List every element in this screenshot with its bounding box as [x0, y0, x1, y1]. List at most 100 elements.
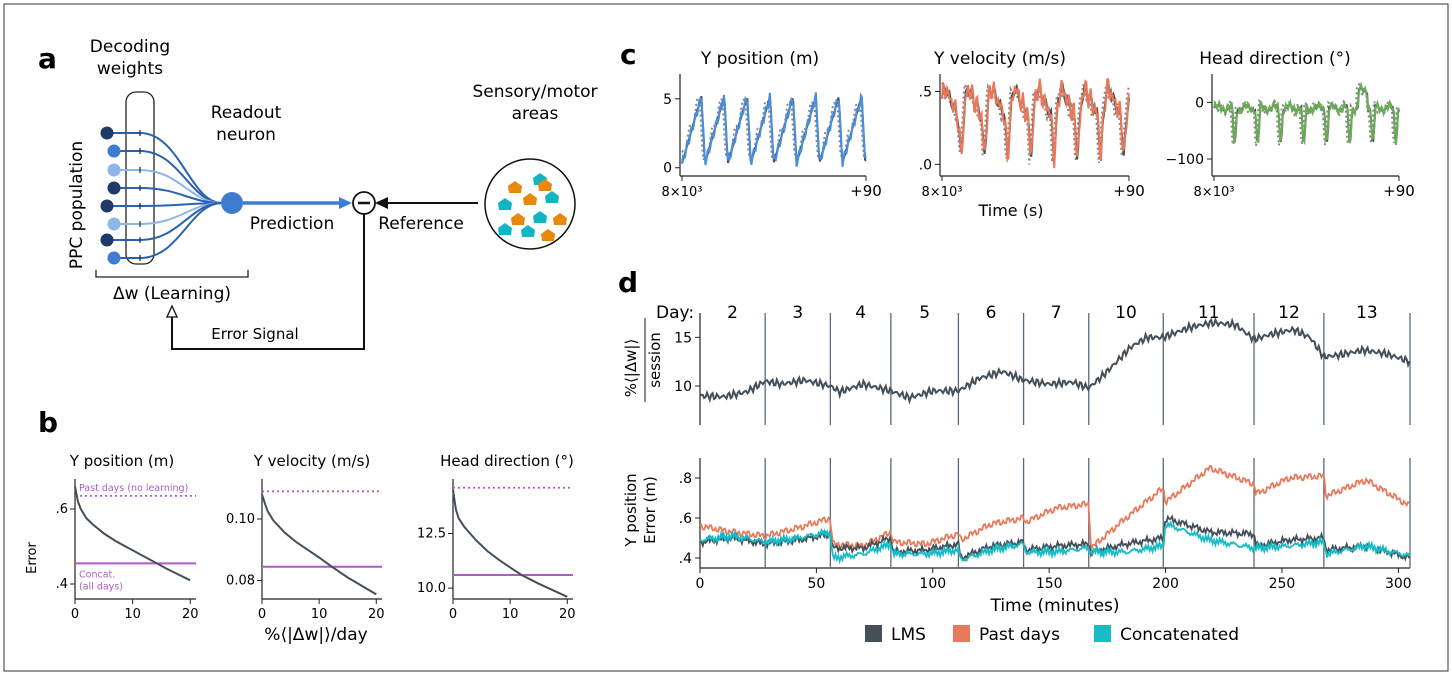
- c3-plot: 8×10³ +90 −100 0: [1166, 74, 1415, 200]
- series-past-days: [699, 465, 1410, 552]
- x-tick-label: 200: [1152, 576, 1179, 592]
- ppc-neuron: [107, 181, 121, 195]
- lms-drift-curve: [699, 316, 1411, 405]
- x-tick-label: 20: [559, 607, 576, 622]
- prediction-arrowhead: [339, 197, 352, 209]
- b1-plot: 0 10 20 .4 .6 Past days (no learning) Concat.(…: [56, 479, 199, 622]
- past-days-label: Past days (no learning): [79, 483, 188, 494]
- day-number: 11: [1198, 303, 1220, 323]
- x-tick-label: 300: [1385, 576, 1412, 592]
- c3-title: Head direction (°): [1199, 49, 1351, 69]
- c2-title: Y velocity (m/s): [933, 49, 1066, 69]
- c1-title: Y position (m): [700, 49, 819, 69]
- panel-a-letter: a: [38, 42, 57, 75]
- weights-box: [125, 91, 155, 265]
- day-number: 5: [919, 303, 930, 323]
- x-tick-label: 10: [124, 607, 141, 622]
- ppc-population-neurons: [100, 126, 223, 265]
- ppc-neuron: [107, 251, 121, 265]
- sensory-neuron: [541, 229, 555, 241]
- x-tick-label: 250: [1269, 576, 1296, 592]
- day-label: Day:: [656, 303, 694, 323]
- sensory-neuron: [508, 181, 522, 193]
- c2-plot: 8×10³ +90 .0 .5: [919, 74, 1145, 200]
- panel-c: c Y position (m) Y velocity (m/s) Head d…: [620, 38, 1415, 220]
- y-tick-label: .8: [679, 471, 692, 487]
- lms-curve: [74, 486, 191, 582]
- error-signal-label: Error Signal: [211, 325, 298, 343]
- readout-neuron: [221, 192, 243, 214]
- lms-curve: [452, 489, 568, 598]
- legend-swatch-concatenated: [1094, 625, 1111, 642]
- legend-swatch-lms: [865, 625, 882, 642]
- d-xlabel: Time (minutes): [989, 596, 1119, 616]
- learning-label: Δw (Learning): [113, 284, 231, 304]
- day-number: 4: [855, 303, 866, 323]
- day-number: 13: [1356, 303, 1378, 323]
- x-tick-label: 50: [807, 576, 825, 592]
- ppc-neuron: [100, 126, 114, 140]
- sensory-neuron: [533, 211, 547, 223]
- x-tick-label: 8×10³: [1194, 185, 1235, 200]
- x-tick-label: 10: [502, 607, 519, 622]
- legend-label-past-days: Past days: [979, 625, 1060, 645]
- concat-label-1: Concat.: [79, 569, 115, 580]
- x-tick-label: +90: [1113, 182, 1145, 200]
- ppc-neuron: [107, 163, 121, 177]
- y-tick-label: .4: [56, 577, 68, 592]
- x-tick-label: 8×10³: [662, 185, 703, 200]
- x-tick-label: 100: [919, 576, 946, 592]
- readout-neuron-label-1: Readout: [211, 103, 282, 123]
- x-tick-label: 0: [696, 576, 705, 592]
- c1-plot: 8×10³ +90 0 5: [662, 74, 882, 200]
- x-tick-label: +90: [850, 182, 882, 200]
- concat-label-2: (all days): [79, 581, 123, 592]
- sensory-motor-label-2: areas: [512, 104, 559, 124]
- x-tick-label: 0: [449, 607, 457, 622]
- day-number: 6: [986, 303, 997, 323]
- b2-plot: 0 10 20 0.08 0.10: [226, 479, 385, 622]
- x-tick-label: 20: [368, 607, 385, 622]
- day-number: 12: [1278, 303, 1300, 323]
- x-tick-label: 10: [311, 607, 328, 622]
- d-bottom-plot: 0 50 100 150 200 250 300 .4 .6 .8: [679, 458, 1412, 592]
- b3-plot: 0 10 20 10.0 12.5: [417, 479, 576, 622]
- series-concatenated: [699, 520, 1411, 565]
- decoded-trace: [1213, 81, 1400, 146]
- decoded-trace: [941, 77, 1130, 169]
- sensory-neuron: [511, 213, 525, 225]
- legend-label-concatenated: Concatenated: [1120, 625, 1239, 645]
- y-tick-label: −100: [1166, 152, 1204, 168]
- b3-title: Head direction (°): [440, 452, 574, 470]
- ppc-connection: [114, 202, 223, 259]
- sensory-neuron: [553, 213, 567, 225]
- x-tick-label: 150: [1036, 576, 1063, 592]
- legend: LMS Past days Concatenated: [865, 625, 1239, 645]
- d-top-ylabel: %⟨|Δw|⟩: [622, 339, 640, 398]
- day-number: 3: [792, 303, 803, 323]
- panel-d: d Day: 10 15 2 3 4 5 6 7 10 11 12 13 0 50 100 150 200 25…: [618, 266, 1412, 616]
- day-number: 2: [727, 303, 738, 323]
- y-tick-label: 10: [674, 379, 692, 395]
- b2-title: Y velocity (m/s): [253, 452, 371, 470]
- prediction-dotted-trace: [941, 80, 1130, 165]
- panel-b-letter: b: [38, 406, 58, 439]
- ppc-population-label: PPC population: [67, 141, 87, 269]
- day-number: 10: [1115, 303, 1137, 323]
- y-tick-label: 0: [663, 161, 672, 177]
- x-tick-label: 0: [71, 607, 79, 622]
- sensory-neuron: [545, 191, 559, 203]
- y-tick-label: 12.5: [417, 527, 446, 542]
- b1-title: Y position (m): [69, 452, 174, 470]
- x-tick-label: 20: [182, 607, 199, 622]
- sensory-neuron: [523, 193, 537, 205]
- figure-frame: [3, 3, 1449, 672]
- error-arrowhead: [165, 304, 179, 318]
- ppc-neuron: [100, 199, 114, 213]
- y-tick-label: .4: [679, 551, 692, 567]
- learning-bracket: [95, 270, 249, 278]
- d-top-ylabel-denominator: session: [646, 332, 664, 388]
- decoding-weights-label-2: weights: [97, 59, 163, 79]
- ppc-neuron: [107, 144, 121, 158]
